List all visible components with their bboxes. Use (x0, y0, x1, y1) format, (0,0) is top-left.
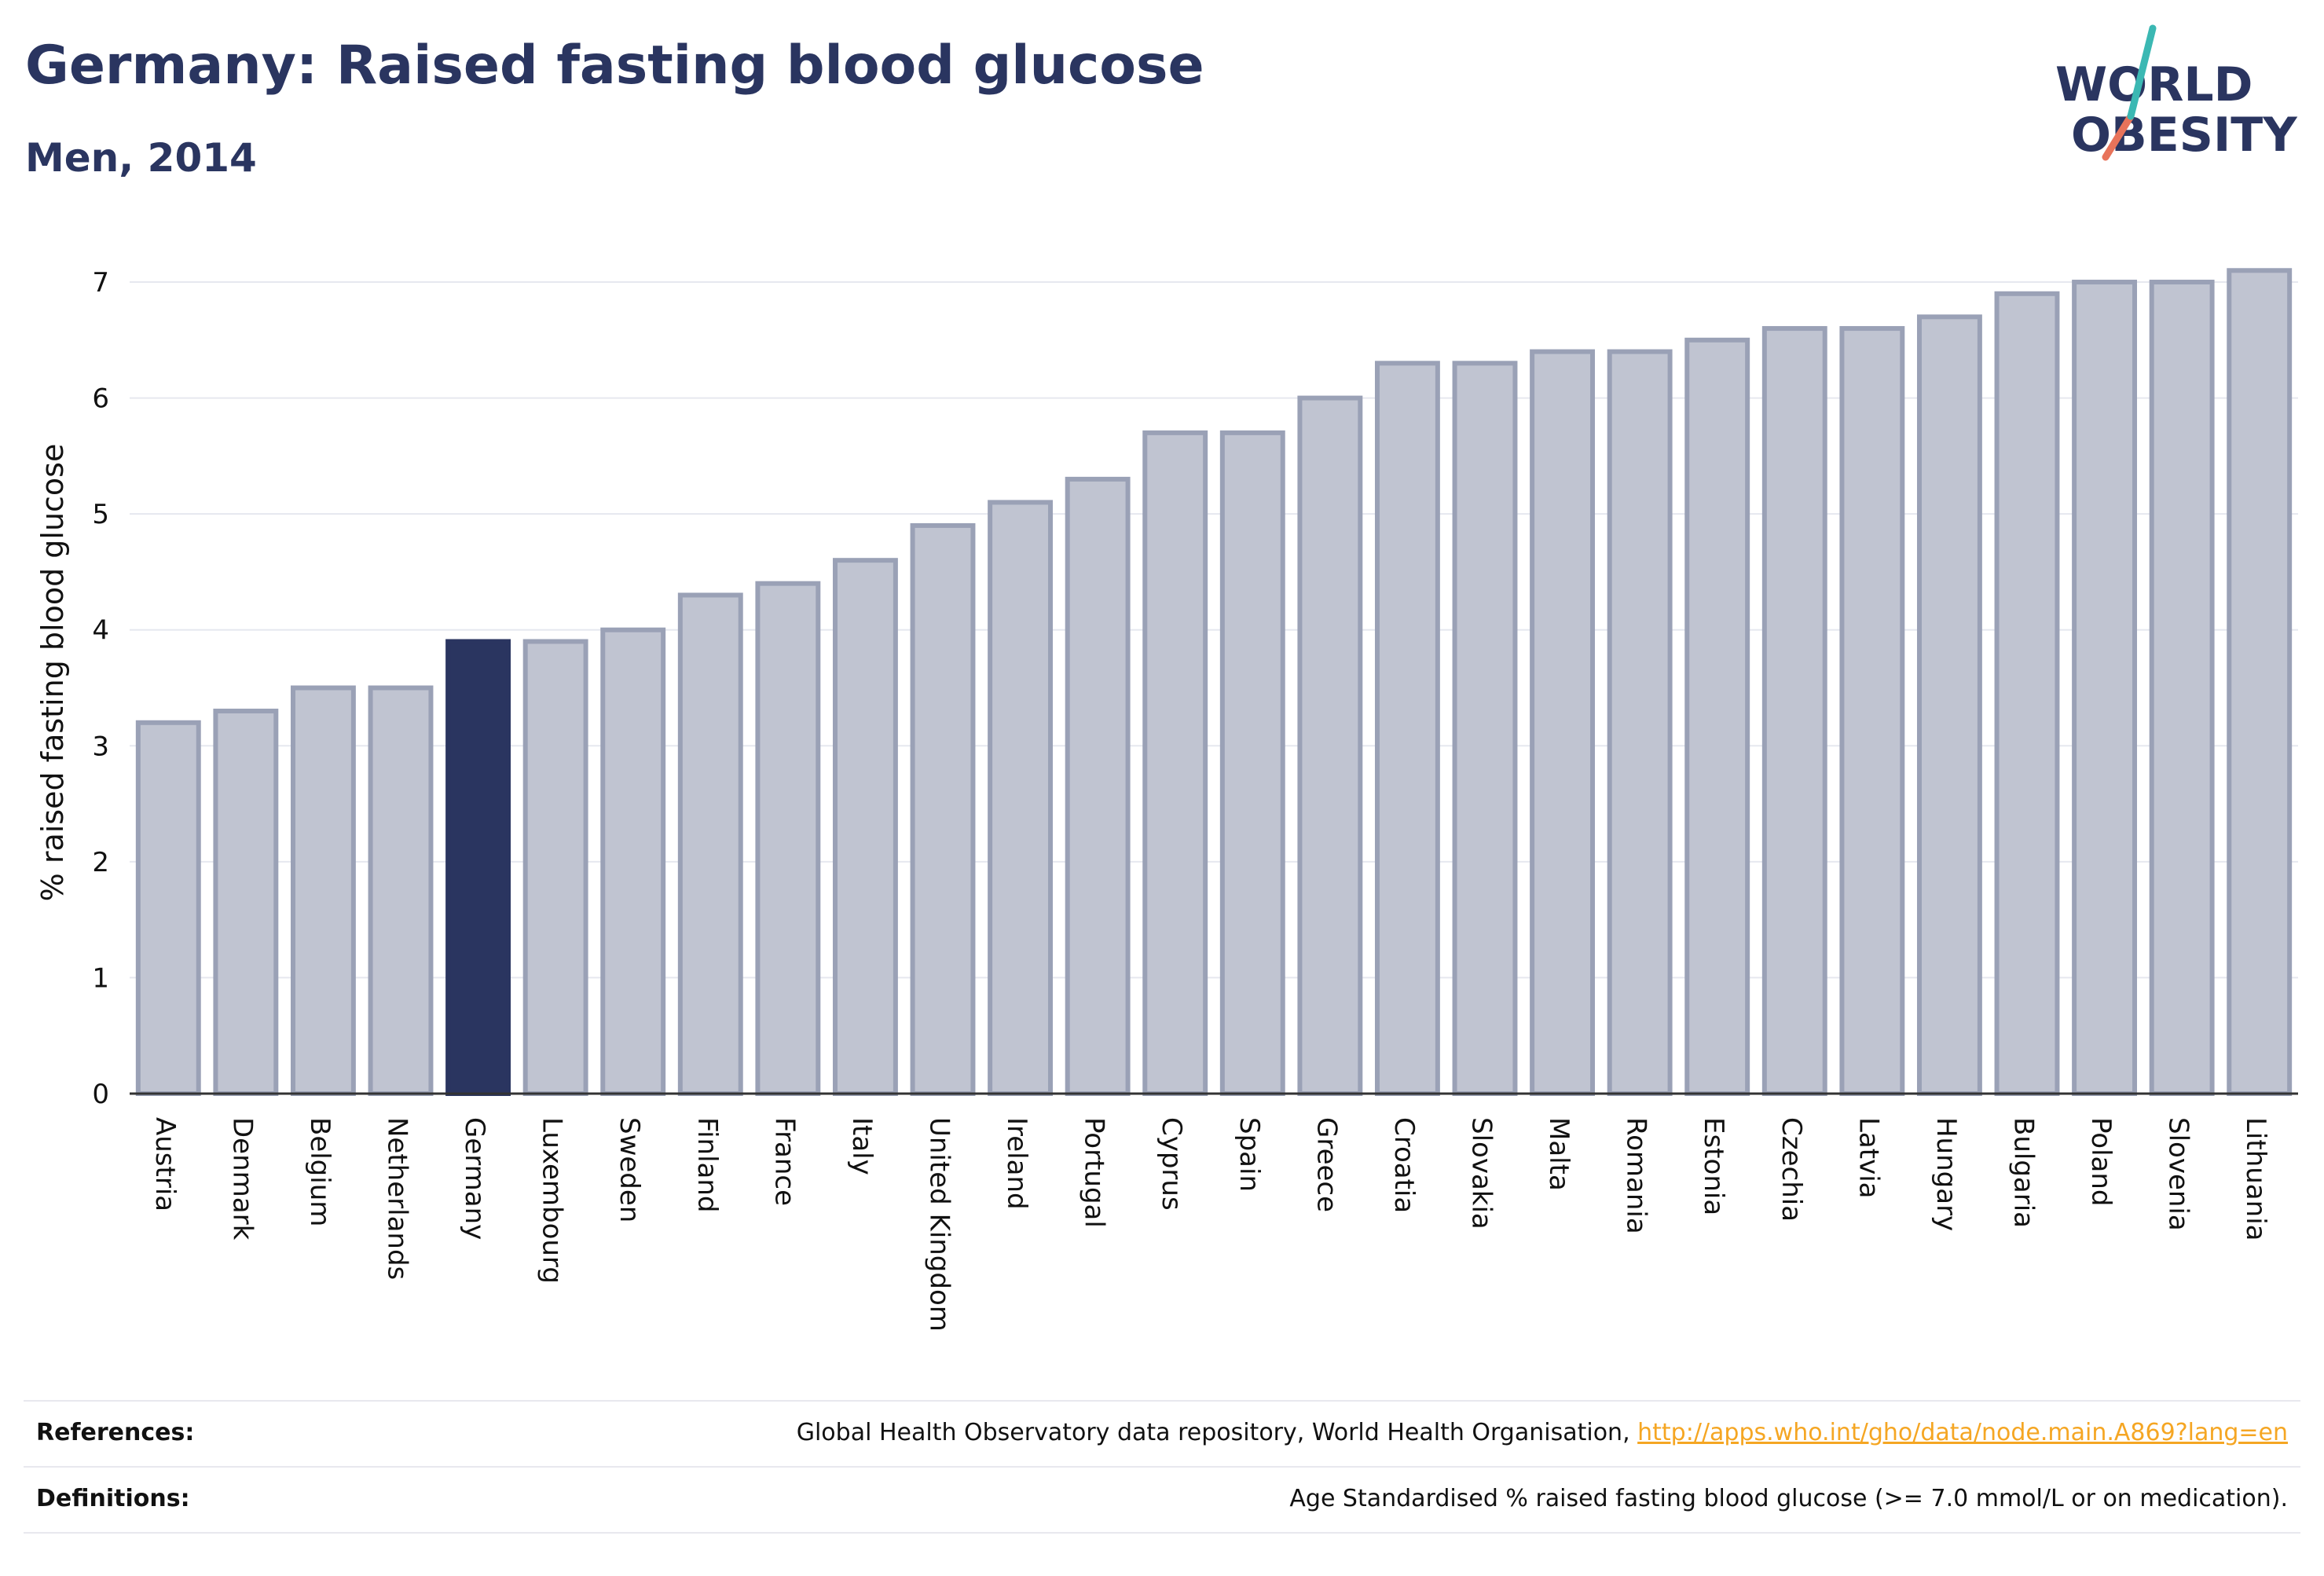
bar-finland (677, 592, 743, 1096)
bar-united-kingdom (910, 522, 976, 1096)
bar-denmark (213, 709, 279, 1096)
chart-subtitle: Men, 2014 (25, 135, 257, 181)
bar-slovakia (1452, 361, 1518, 1096)
x-tick-label: Slovenia (2163, 1117, 2194, 1231)
references-row: References: Global Health Observatory da… (24, 1402, 2300, 1464)
x-tick-label: Denmark (226, 1117, 258, 1241)
x-tick-label: Greece (1310, 1117, 1342, 1212)
x-tick-label: Sweden (614, 1117, 645, 1222)
chart-title: Germany: Raised fasting blood glucose (25, 35, 1204, 97)
x-tick-label: Croatia (1388, 1117, 1420, 1213)
bar-luxembourg (522, 639, 588, 1096)
x-tick-label: Luxembourg (537, 1117, 568, 1284)
bar-lithuania (2227, 268, 2293, 1096)
x-tick-label: Portugal (1079, 1117, 1110, 1228)
y-tick-label: 5 (92, 499, 109, 530)
bars (135, 268, 2293, 1097)
bar-romania (1607, 349, 1673, 1096)
y-tick-label: 6 (92, 383, 109, 415)
bar-croatia (1374, 361, 1440, 1096)
y-tick-label: 3 (92, 731, 109, 762)
references-label: References: (36, 1419, 195, 1446)
bar-bulgaria (1994, 291, 2060, 1096)
x-tick-label: Germany (459, 1117, 490, 1240)
bar-france (755, 581, 821, 1096)
bar-portugal (1065, 476, 1131, 1096)
x-tick-label: Bulgaria (2008, 1117, 2040, 1228)
bar-estonia (1684, 337, 1750, 1097)
bar-greece (1297, 395, 1363, 1096)
bar-chart: 0 1 2 3 4 5 6 7 Austria Denmark Belgium Netherland… (35, 267, 2298, 1332)
x-tick-label: France (768, 1117, 800, 1206)
x-tick-label: Austria (149, 1117, 181, 1211)
y-tick-label: 1 (92, 962, 109, 994)
bar-italy (832, 558, 898, 1096)
references-value: Global Health Observatory data repositor… (797, 1419, 2288, 1446)
bar-poland (2072, 280, 2138, 1097)
y-tick-label: 0 (92, 1079, 109, 1110)
bar-spain (1219, 430, 1285, 1096)
bar-germany (445, 639, 511, 1096)
x-tick-label: Ireland (1001, 1117, 1032, 1210)
x-tick-label: Czechia (1776, 1117, 1807, 1222)
y-tick-label: 4 (92, 615, 109, 647)
y-axis-title: % raised fasting blood glucose (35, 444, 70, 902)
y-tick-label: 2 (92, 847, 109, 878)
logo-line1: WORLD (2055, 57, 2253, 112)
references-text: Global Health Observatory data repositor… (796, 1419, 1638, 1446)
y-tick-label: 7 (92, 267, 109, 299)
x-tick-label: Italy (846, 1117, 878, 1175)
bar-slovenia (2149, 280, 2215, 1097)
bar-ireland (988, 500, 1054, 1096)
bar-malta (1530, 349, 1596, 1096)
x-tick-label: Belgium (304, 1117, 335, 1226)
bar-cyprus (1142, 430, 1208, 1096)
bar-belgium (290, 685, 356, 1096)
definitions-value: Age Standardised % raised fasting blood … (1289, 1485, 2288, 1512)
x-tick-label: Netherlands (382, 1117, 413, 1280)
x-tick-label: Hungary (1930, 1117, 1962, 1231)
x-tick-label: Malta (1543, 1117, 1574, 1191)
references-link[interactable]: http://apps.who.int/gho/data/node.main.A… (1637, 1419, 2288, 1446)
x-tick-label: Slovakia (1466, 1117, 1497, 1230)
y-tick-labels: 0 1 2 3 4 5 6 7 (92, 267, 109, 1110)
x-tick-labels: Austria Denmark Belgium Netherlands Germany L… (149, 1117, 2271, 1332)
bar-hungary (1916, 314, 1982, 1096)
x-tick-label: Cyprus (1156, 1117, 1187, 1211)
x-tick-label: United Kingdom (924, 1117, 955, 1332)
x-tick-label: Spain (1233, 1117, 1265, 1192)
world-obesity-logo: WORLD OBESITY (2043, 16, 2310, 173)
x-tick-label: Romania (1621, 1117, 1652, 1234)
x-tick-label: Finland (691, 1117, 723, 1213)
bar-netherlands (368, 685, 434, 1096)
bar-czechia (1761, 326, 1827, 1096)
x-tick-label: Estonia (1698, 1117, 1729, 1215)
definitions-row: Definitions: Age Standardised % raised f… (24, 1468, 2300, 1530)
bar-austria (135, 720, 201, 1097)
x-tick-label: Poland (2085, 1117, 2117, 1207)
x-tick-label: Latvia (1853, 1117, 1884, 1199)
definitions-label: Definitions: (36, 1485, 190, 1512)
bar-sweden (600, 627, 666, 1096)
x-tick-label: Lithuania (2240, 1117, 2271, 1241)
bar-latvia (1839, 326, 1905, 1096)
